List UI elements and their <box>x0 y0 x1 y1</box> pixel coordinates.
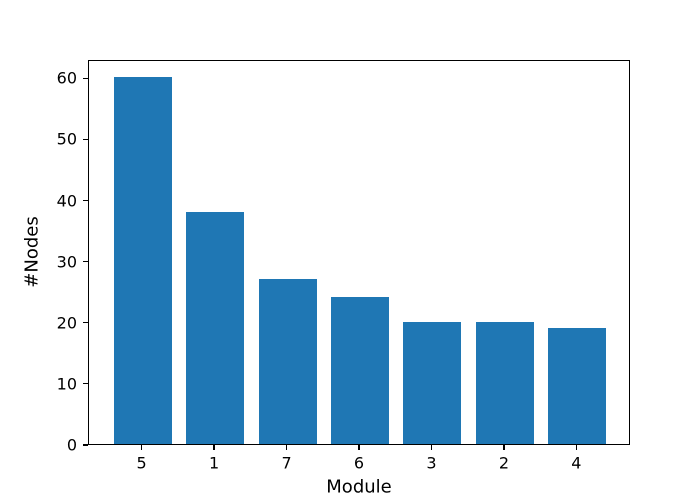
bar-category-7 <box>258 279 317 444</box>
bar-category-1 <box>186 211 245 444</box>
x-tick-label-1: 1 <box>208 453 220 473</box>
bar-category-4 <box>548 327 607 444</box>
x-tick-label-2: 2 <box>498 453 509 473</box>
x-tick-mark-1 <box>213 445 215 450</box>
y-tick-label-20: 20 <box>56 313 77 333</box>
x-tick-mark-6 <box>358 445 360 450</box>
y-tick-label-40: 40 <box>56 191 77 211</box>
x-tick-label-6: 6 <box>353 453 365 473</box>
y-tick-mark-0 <box>83 444 88 446</box>
y-tick-mark-40 <box>83 199 88 202</box>
y-tick-mark-50 <box>83 138 88 141</box>
y-tick-label-60: 60 <box>56 68 77 88</box>
x-tick-label-7: 7 <box>281 453 292 473</box>
y-tick-mark-10 <box>83 383 88 385</box>
plot-area <box>88 60 630 445</box>
y-tick-mark-30 <box>83 261 88 263</box>
x-tick-label-4: 4 <box>571 453 582 473</box>
x-tick-mark-2 <box>503 445 505 450</box>
x-tick-label-5: 5 <box>136 453 147 473</box>
x-axis-label: Module <box>326 476 392 498</box>
bar-category-2 <box>475 321 534 444</box>
y-tick-label-30: 30 <box>56 252 77 272</box>
x-tick-mark-4 <box>575 445 577 450</box>
x-tick-mark-5 <box>141 445 143 450</box>
y-tick-mark-20 <box>83 322 88 324</box>
x-tick-mark-7 <box>285 445 288 450</box>
x-tick-mark-3 <box>430 445 433 450</box>
y-tick-label-0: 0 <box>66 435 77 455</box>
bar-category-6 <box>331 297 389 444</box>
bar-category-5 <box>113 77 172 444</box>
y-tick-mark-60 <box>83 77 88 79</box>
bar-category-3 <box>403 321 462 444</box>
y-tick-label-50: 50 <box>56 129 77 149</box>
y-axis-label: #Nodes <box>21 216 43 288</box>
x-tick-label-3: 3 <box>426 453 437 473</box>
y-tick-label-10: 10 <box>56 374 77 394</box>
